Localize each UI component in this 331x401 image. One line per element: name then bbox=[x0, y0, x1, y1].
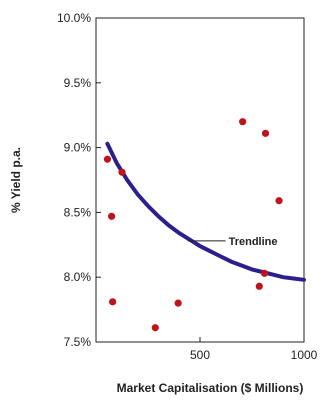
data-point bbox=[118, 168, 126, 176]
x-tick-label: 1000 bbox=[291, 348, 318, 362]
x-axis-title: Market Capitalisation ($ Millions) bbox=[117, 381, 304, 395]
y-tick-label: 8.5% bbox=[64, 205, 92, 219]
y-tick-label: 9.5% bbox=[64, 76, 92, 90]
y-axis-title: % Yield p.a. bbox=[9, 147, 23, 213]
data-point bbox=[151, 324, 159, 332]
y-axis-ticks: 7.5% 8.0% 8.5% 9.0% 9.5% 10.0% bbox=[57, 11, 101, 349]
data-point bbox=[103, 155, 112, 163]
trendline-curve bbox=[105, 141, 306, 282]
data-point bbox=[261, 129, 270, 137]
y-tick-label: 8.0% bbox=[64, 270, 92, 284]
x-axis-ticks: 500 1000 bbox=[190, 337, 318, 362]
y-tick-label: 7.5% bbox=[64, 335, 92, 349]
data-point bbox=[108, 212, 116, 220]
data-point bbox=[255, 282, 263, 290]
data-point bbox=[239, 118, 247, 126]
y-tick-label: 9.0% bbox=[64, 141, 92, 155]
trendline-annotation-label: Trendline bbox=[229, 236, 278, 248]
data-point bbox=[275, 197, 283, 205]
y-tick-label: 10.0% bbox=[57, 11, 91, 25]
data-point bbox=[260, 269, 269, 277]
data-point bbox=[174, 299, 182, 307]
x-tick-label: 500 bbox=[190, 348, 210, 362]
data-points bbox=[103, 118, 283, 332]
data-point bbox=[109, 298, 117, 306]
